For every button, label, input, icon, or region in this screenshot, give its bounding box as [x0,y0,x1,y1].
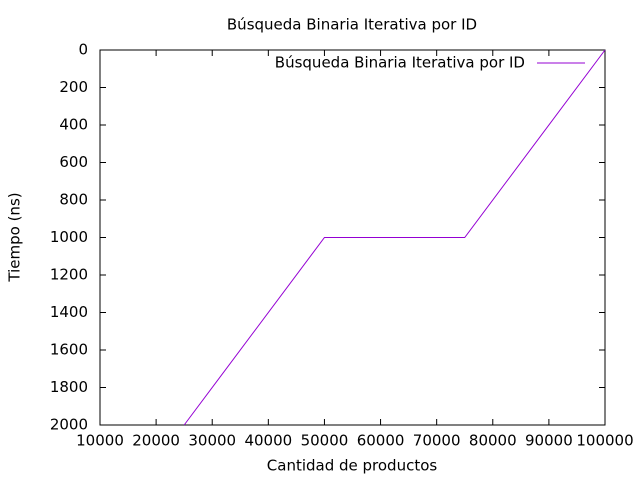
x-tick-label: 30000 [188,432,236,450]
x-tick-label: 40000 [244,432,292,450]
data-line [183,49,606,426]
y-tick-label: 400 [59,116,88,134]
y-tick-label: 200 [59,78,88,96]
y-axis-label: Tiempo (ns) [6,192,24,282]
y-tick-label: 1000 [50,228,88,246]
x-tick-label: 70000 [413,432,461,450]
y-tick-label: 600 [59,153,88,171]
legend-label: Búsqueda Binaria Iterativa por ID [275,54,525,72]
x-axis-label: Cantidad de productos [267,457,438,475]
y-tick-label: 2000 [50,416,88,434]
x-tick-label: 50000 [301,432,349,450]
y-tick-label: 1600 [50,341,88,359]
x-tick-label: 60000 [357,432,405,450]
x-tick-label: 20000 [132,432,180,450]
y-tick-label: 0 [78,41,88,59]
y-tick-label: 1800 [50,378,88,396]
chart-title: Búsqueda Binaria Iterativa por ID [227,16,477,34]
y-tick-label: 1400 [50,303,88,321]
x-tick-label: 100000 [576,432,633,450]
y-tick-label: 1200 [50,266,88,284]
x-tick-label: 10000 [76,432,124,450]
y-tick-label: 800 [59,191,88,209]
x-tick-label: 80000 [469,432,517,450]
x-tick-label: 90000 [525,432,573,450]
